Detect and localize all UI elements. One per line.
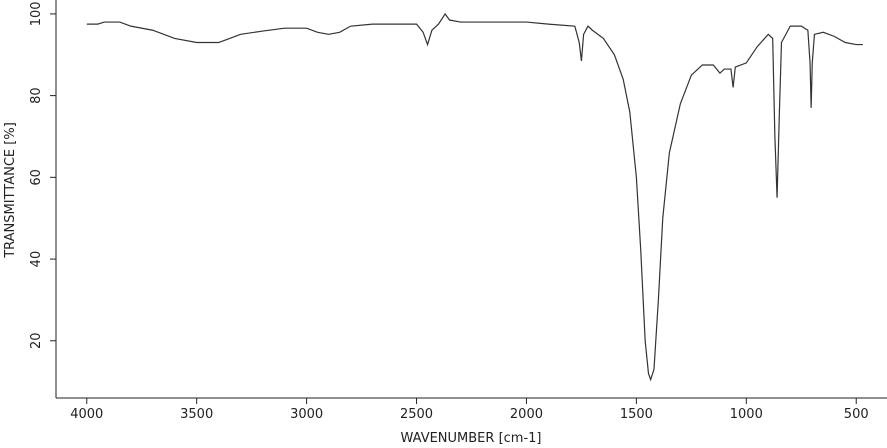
x-tick-label: 500	[844, 407, 869, 422]
y-tick-label: 40	[29, 251, 44, 268]
x-tick-label: 1000	[730, 407, 763, 422]
x-axis-label: WAVENUMBER [cm-1]	[401, 431, 542, 446]
x-tick-label: 1500	[620, 407, 653, 422]
x-tick-label: 3000	[290, 407, 323, 422]
x-tick-label: 2000	[510, 407, 543, 422]
spectrum-line	[86, 12, 863, 382]
y-tick-label: 20	[29, 333, 44, 350]
y-tick-label: 100	[29, 1, 44, 26]
x-tick-label: 3500	[180, 407, 213, 422]
y-axis-label: TRANSMITTANCE [%]	[3, 122, 18, 259]
y-tick-label: 60	[29, 169, 44, 186]
x-tick-label: 2500	[400, 407, 433, 422]
y-tick-label: 80	[29, 87, 44, 104]
x-tick-label: 4000	[70, 407, 103, 422]
